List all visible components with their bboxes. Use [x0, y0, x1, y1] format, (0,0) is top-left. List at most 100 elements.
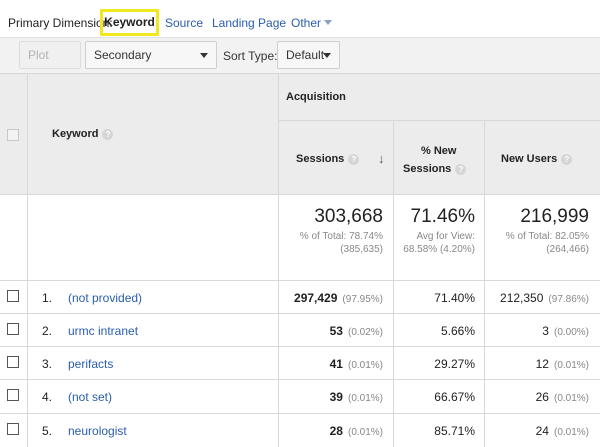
select-all-checkbox[interactable] [7, 129, 19, 141]
sessions-cell: 41 (0.01%) [330, 357, 383, 371]
total-new-sessions-avg-line1: Avg for View: [416, 231, 475, 242]
sessions-cell: 53 (0.02%) [330, 324, 383, 338]
divider [27, 73, 28, 447]
new-sessions-header-line1: % New [421, 145, 457, 157]
dimension-keyword-tab[interactable]: Keyword [100, 9, 159, 36]
sessions-value: 297,429 [294, 291, 338, 305]
chevron-down-icon [200, 53, 208, 58]
plot-rows-button[interactable]: Plot Rows [19, 41, 81, 88]
row-number: 5. [42, 424, 53, 438]
new-users-column-header[interactable]: New Users? [501, 153, 573, 165]
sessions-cell: 297,429 (97.95%) [294, 291, 383, 305]
dimension-landing-page-link[interactable]: Landing Page [212, 16, 287, 30]
sessions-percent: (97.95%) [342, 294, 383, 305]
new-sessions-value: 85.71% [434, 424, 475, 438]
report-table: Keyword? Acquisition Sessions? ↓ % New S… [0, 73, 600, 447]
row-checkbox[interactable] [7, 356, 19, 368]
keyword-link[interactable]: perifacts [68, 357, 114, 371]
total-sessions-share-line2: (385,635) [340, 244, 383, 255]
chevron-down-icon [323, 53, 331, 58]
keyword-header-label: Keyword [52, 128, 99, 140]
divider [0, 313, 600, 314]
secondary-dimension-dropdown[interactable]: Secondary dimension [85, 41, 217, 88]
new-sessions-value: 66.67% [434, 390, 475, 404]
new-users-value: 24 [535, 424, 549, 438]
divider [278, 73, 279, 447]
row-number: 1. [42, 291, 53, 305]
divider [0, 194, 600, 195]
divider [0, 73, 600, 74]
new-users-percent: (0.01%) [553, 360, 589, 371]
row-number: 3. [42, 357, 53, 371]
help-icon[interactable]: ? [348, 153, 360, 165]
new-sessions-column-header[interactable]: % New Sessions? [403, 142, 467, 178]
new-users-cell: 3 (0.00%) [542, 324, 589, 338]
row-checkbox[interactable] [7, 290, 19, 302]
total-new-users-share: % of Total: 82.05% (264,466) [506, 230, 589, 256]
sessions-cell: 39 (0.01%) [330, 390, 383, 404]
new-users-percent: (0.00%) [553, 327, 589, 338]
row-checkbox[interactable] [7, 389, 19, 401]
new-users-cell: 12 (0.01%) [536, 357, 589, 371]
keyword-link[interactable]: neurologist [68, 424, 127, 438]
sort-type-dropdown[interactable]: Default [277, 41, 340, 69]
new-sessions-value: 5.66% [440, 324, 475, 338]
keyword-link[interactable]: urmc intranet [68, 324, 139, 338]
total-new-users-share-line2: (264,466) [546, 244, 589, 255]
keyword-column-header[interactable]: Keyword? [52, 128, 114, 140]
row-checkbox[interactable] [7, 423, 19, 435]
keyword-link[interactable]: (not provided) [68, 291, 143, 305]
divider [278, 120, 600, 121]
sessions-percent: (0.02%) [347, 327, 383, 338]
new-sessions-value: 29.27% [434, 357, 475, 371]
table-controls-bar: Plot Rows Secondary dimension Sort Type:… [0, 37, 600, 88]
sessions-cell: 28 (0.01%) [330, 424, 383, 438]
dimension-other-label: Other [291, 16, 322, 30]
sessions-value: 28 [329, 424, 343, 438]
primary-dimension-label: Primary Dimension: [8, 16, 113, 30]
help-icon[interactable]: ? [455, 163, 467, 175]
divider [0, 346, 600, 347]
sessions-percent: (0.01%) [347, 427, 383, 438]
divider [484, 120, 485, 447]
new-users-value: 212,350 [500, 291, 544, 305]
new-users-cell: 26 (0.01%) [536, 390, 589, 404]
total-sessions-share: % of Total: 78.74% (385,635) [300, 230, 383, 256]
dimension-source-link[interactable]: Source [165, 16, 204, 30]
sort-type-value: Default [286, 48, 325, 62]
primary-dimension-bar: Primary Dimension: Keyword Source Landin… [0, 0, 600, 40]
help-icon[interactable]: ? [102, 128, 114, 140]
total-new-users-share-line1: % of Total: 82.05% [505, 231, 589, 242]
new-sessions-value: 71.40% [434, 291, 475, 305]
new-users-value: 12 [535, 357, 549, 371]
row-number: 2. [42, 324, 53, 338]
row-checkbox[interactable] [7, 323, 19, 335]
total-new-sessions-avg-line2: 68.58% (4.20%) [403, 244, 475, 255]
total-sessions: 303,668 [314, 206, 383, 227]
total-new-sessions: 71.46% [410, 206, 475, 227]
total-new-users: 216,999 [520, 206, 589, 227]
sessions-value: 39 [329, 390, 343, 404]
divider [393, 120, 394, 447]
sort-descending-icon[interactable]: ↓ [378, 151, 385, 166]
dimension-other-dropdown[interactable]: Other [291, 16, 333, 30]
divider [0, 413, 600, 414]
sessions-value: 41 [329, 357, 343, 371]
total-new-sessions-avg: Avg for View: 68.58% (4.20%) [403, 230, 475, 256]
sort-type-label: Sort Type: [223, 49, 278, 63]
chevron-down-icon [324, 20, 333, 26]
new-sessions-header-line2: Sessions [403, 163, 452, 175]
sessions-percent: (0.01%) [347, 360, 383, 371]
row-number: 4. [42, 390, 53, 404]
divider [0, 280, 600, 281]
help-icon[interactable]: ? [561, 153, 573, 165]
new-users-value: 26 [535, 390, 549, 404]
new-users-percent: (0.01%) [553, 393, 589, 404]
sessions-column-header[interactable]: Sessions? [296, 153, 360, 165]
new-users-percent: (0.01%) [553, 427, 589, 438]
acquisition-group-header: Acquisition [286, 91, 346, 103]
keyword-link[interactable]: (not set) [68, 390, 113, 404]
new-users-cell: 212,350 (97.86%) [500, 291, 589, 305]
new-users-percent: (97.86%) [548, 294, 589, 305]
new-users-header-label: New Users [501, 153, 558, 165]
